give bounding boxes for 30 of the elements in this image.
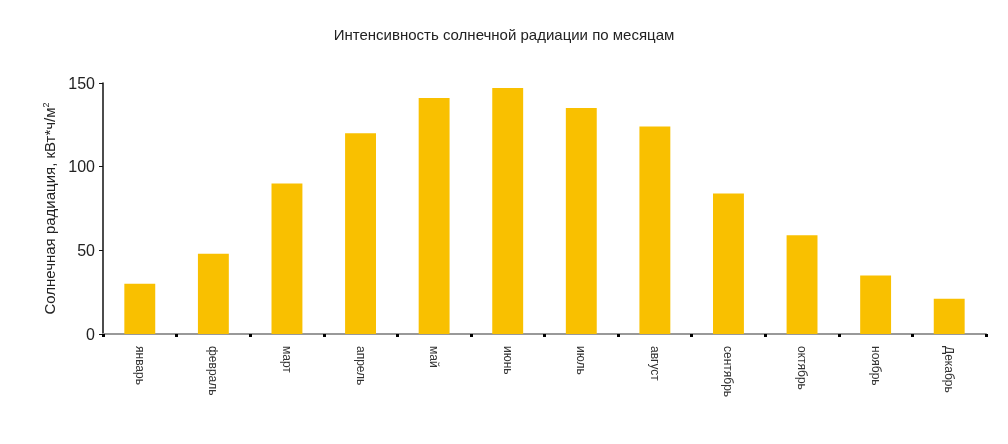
bar <box>860 275 892 334</box>
bar <box>345 133 376 334</box>
x-tick-label: март <box>279 346 294 374</box>
x-tick-label: февраль <box>206 346 221 396</box>
bar <box>124 283 156 334</box>
bar <box>197 253 229 334</box>
x-tick-label: август <box>647 346 662 382</box>
x-tick-label: сентябрь <box>721 346 736 398</box>
x-tick-label: июль <box>574 346 589 375</box>
bar <box>933 298 965 334</box>
bar <box>271 183 303 334</box>
x-tick-label: октябрь <box>795 346 810 390</box>
y-tick-label: 150 <box>68 74 96 92</box>
bar <box>418 98 450 334</box>
bar <box>713 193 744 334</box>
x-tick-label: май <box>427 346 442 368</box>
bar <box>565 108 597 334</box>
x-tick-label: январь <box>132 346 147 385</box>
bar <box>492 88 524 334</box>
x-tick-label: апрель <box>353 346 368 386</box>
bar <box>786 235 818 334</box>
y-tick-label: 50 <box>77 241 96 259</box>
chart-title: Интенсивность солнечной радиации по месяцам <box>333 26 675 43</box>
x-tick-label: июнь <box>500 346 515 375</box>
bar <box>639 126 671 334</box>
y-axis-title: Солнечная радиация, кВт*ч/м2 <box>40 102 59 315</box>
x-tick-label: Декабрь <box>942 346 957 393</box>
x-tick-label: ноябрь <box>868 346 883 386</box>
y-tick-label: 100 <box>68 158 96 176</box>
y-tick-label: 0 <box>86 325 96 343</box>
